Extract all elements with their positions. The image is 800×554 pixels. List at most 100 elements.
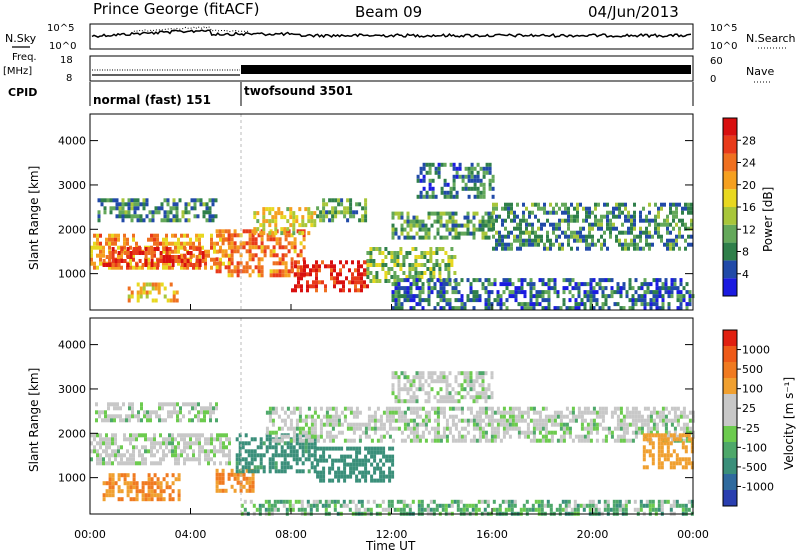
heatmap-cell <box>455 170 459 175</box>
heatmap-cell <box>447 259 451 263</box>
heatmap-cell <box>215 418 218 423</box>
heatmap-cell <box>114 433 117 438</box>
heatmap-cell <box>328 438 332 443</box>
heatmap-cell <box>146 414 149 419</box>
heatmap-cell <box>262 219 266 224</box>
heatmap-cell <box>127 206 131 211</box>
heatmap-cell <box>406 223 410 228</box>
heatmap-cell <box>427 278 431 283</box>
heatmap-cell <box>631 302 635 307</box>
heatmap-cell <box>117 251 121 255</box>
heatmap-cell <box>510 230 513 235</box>
heatmap-cell <box>225 445 228 450</box>
heatmap-cell <box>286 426 290 431</box>
heatmap-cell <box>137 418 140 423</box>
heatmap-cell <box>120 247 124 251</box>
heatmap-cell <box>685 302 689 307</box>
heatmap-cell <box>117 461 120 466</box>
heatmap-cell <box>482 186 486 191</box>
heatmap-cell <box>111 233 114 238</box>
heatmap-cell <box>157 282 161 287</box>
heatmap-cell <box>154 210 158 215</box>
heatmap-cell <box>256 453 260 458</box>
heatmap-cell <box>260 265 264 270</box>
heatmap-cell <box>472 438 476 443</box>
heatmap-cell <box>409 223 413 228</box>
heatmap-cell <box>462 507 466 512</box>
heatmap-cell <box>639 238 642 243</box>
heatmap-cell <box>198 265 201 270</box>
heatmap-cell <box>465 507 469 512</box>
heatmap-cell <box>213 445 216 450</box>
heatmap-cell <box>343 474 347 479</box>
heatmap-cell <box>466 294 470 299</box>
heatmap-cell <box>475 298 479 303</box>
heatmap-cell <box>138 461 141 466</box>
heatmap-cell <box>442 430 446 435</box>
heatmap-cell <box>162 489 166 494</box>
heatmap-cell <box>364 434 368 439</box>
heatmap-cell <box>349 462 353 467</box>
heatmap-cell <box>645 433 649 438</box>
heatmap-cell <box>261 503 265 508</box>
heatmap-cell <box>265 449 269 454</box>
heatmap-cell <box>102 497 106 502</box>
heatmap-cell <box>574 414 578 419</box>
heatmap-cell <box>648 449 652 454</box>
heatmap-cell <box>490 371 494 376</box>
heatmap-cell <box>195 233 198 238</box>
heatmap-cell <box>655 286 659 291</box>
heatmap-cell <box>631 406 635 411</box>
heatmap-cell <box>322 202 326 207</box>
heatmap-cell <box>259 457 263 462</box>
heatmap-cell <box>479 182 483 187</box>
heatmap-cell <box>126 247 130 251</box>
heatmap-cell <box>244 457 248 462</box>
heatmap-cell <box>682 294 686 299</box>
heatmap-cell <box>537 206 540 211</box>
heatmap-cell <box>409 438 413 443</box>
heatmap-cell <box>642 218 645 223</box>
heatmap-cell <box>588 246 591 251</box>
heatmap-cell <box>457 399 461 404</box>
heatmap-cell <box>487 219 491 224</box>
heatmap-cell <box>370 478 374 483</box>
heatmap-cell <box>538 438 542 443</box>
heatmap-cell <box>285 499 289 504</box>
heatmap-cell <box>289 207 293 212</box>
heatmap-cell <box>213 461 216 466</box>
heatmap-cell <box>585 246 588 251</box>
heatmap-cell <box>159 259 163 263</box>
heatmap-cell <box>263 249 267 254</box>
heatmap-cell <box>336 280 339 285</box>
heatmap-cell <box>514 426 518 431</box>
heatmap-cell <box>422 174 426 179</box>
heatmap-cell <box>349 454 353 459</box>
heatmap-cell <box>655 430 659 435</box>
heatmap-cell <box>495 507 499 512</box>
heatmap-cell <box>460 426 464 431</box>
heatmap-cell <box>159 489 163 494</box>
heatmap-cell <box>673 406 677 411</box>
heatmap-cell <box>174 457 177 462</box>
heatmap-cell <box>346 218 350 223</box>
heatmap-cell <box>233 269 237 274</box>
heatmap-cell <box>224 253 228 258</box>
heatmap-cell <box>651 218 654 223</box>
heatmap-cell <box>687 210 690 215</box>
heatmap-cell <box>589 298 593 303</box>
heatmap-cell <box>634 418 638 423</box>
heatmap-cell <box>282 503 286 508</box>
heatmap-cell <box>293 237 297 242</box>
heatmap-cell <box>585 234 588 239</box>
heatmap-cell <box>322 454 326 459</box>
heatmap-cell <box>142 206 146 211</box>
heatmap-cell <box>287 241 291 246</box>
heatmap-cell <box>130 202 134 207</box>
heatmap-cell <box>586 290 590 295</box>
heatmap-cell <box>447 267 451 271</box>
heatmap-cell <box>440 186 444 191</box>
heatmap-cell <box>672 214 675 219</box>
heatmap-cell <box>313 465 317 470</box>
heatmap-cell <box>646 422 650 427</box>
